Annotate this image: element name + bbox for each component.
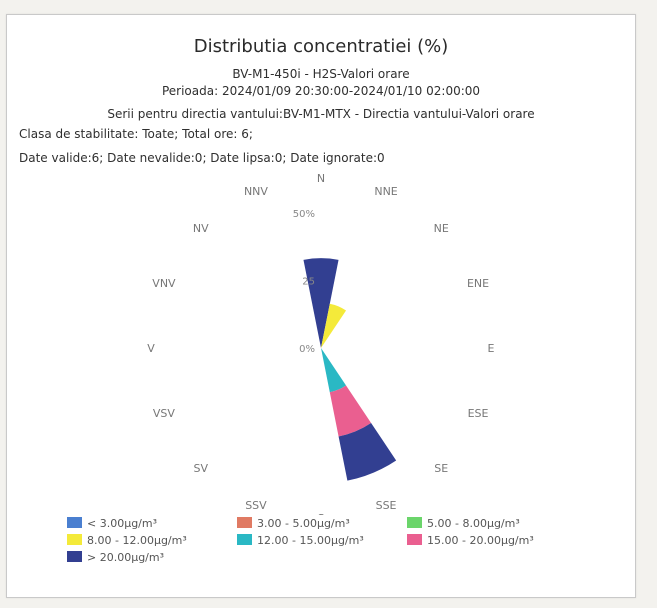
radial-tick-label: 50% [293, 209, 315, 220]
chart-card: Distributia concentratiei (%) BV-M1-450i… [6, 14, 636, 598]
direction-label-n: N [317, 172, 325, 185]
legend-item: 3.00 - 5.00µg/m³ [237, 517, 350, 530]
direction-label-s: S [318, 512, 325, 515]
legend-swatch [67, 534, 82, 545]
direction-label-vsv: VSV [153, 407, 176, 420]
radial-tick-label: 25 [302, 277, 315, 288]
radial-tick-label: 0% [299, 344, 315, 355]
direction-label-se: SE [434, 462, 448, 475]
legend-item: > 20.00µg/m³ [67, 551, 164, 564]
legend-swatch [237, 534, 252, 545]
legend-swatch [67, 517, 82, 528]
sector-nne-series-3 [321, 303, 347, 348]
direction-label-e: E [488, 342, 495, 355]
legend-label: 12.00 - 15.00µg/m³ [257, 534, 364, 547]
sector-sse-series-5 [329, 385, 372, 437]
direction-label-ene: ENE [467, 277, 489, 290]
chart-title: Distributia concentratiei (%) [193, 36, 449, 57]
legend-swatch [67, 551, 82, 562]
legend-label: 15.00 - 20.00µg/m³ [427, 534, 534, 547]
legend-label: > 20.00µg/m³ [87, 551, 165, 564]
direction-label-vnv: VNV [152, 277, 176, 290]
legend-label: 8.00 - 12.00µg/m³ [87, 534, 187, 547]
stability-line: Clasa de stabilitate: Toate; Total ore: … [19, 127, 253, 141]
legend-label: 5.00 - 8.00µg/m³ [427, 517, 520, 530]
validity-line: Date valide:6; Date nevalide:0; Date lip… [19, 151, 385, 165]
direction-label-ne: NE [434, 222, 449, 235]
legend-label: 3.00 - 5.00µg/m³ [257, 517, 350, 530]
wind-rose-chart: N NNE NE ENE E ESE SE SSE S SSV SV VSV V VNV NV NNV 0% 25… [147, 172, 495, 515]
legend-swatch [237, 517, 252, 528]
direction-label-sv: SV [194, 462, 209, 475]
station-line: BV-M1-450i - H2S-Valori orare [232, 67, 410, 81]
legend-item: 5.00 - 8.00µg/m³ [407, 517, 520, 530]
direction-label-nv: NV [193, 222, 209, 235]
legend-swatch [407, 517, 422, 528]
period-line: Perioada: 2024/01/09 20:30:00-2024/01/10… [161, 84, 481, 98]
legend-item: 8.00 - 12.00µg/m³ [67, 534, 187, 547]
legend-item: 15.00 - 20.00µg/m³ [407, 534, 534, 547]
direction-label-nne: NNE [374, 185, 397, 198]
sector-sse-series-6 [338, 422, 397, 481]
direction-label-sse: SSE [376, 499, 397, 512]
sector-sse-series-4 [321, 348, 347, 393]
direction-label-ssv: SSV [245, 499, 267, 512]
direction-label-nnv: NNV [244, 185, 268, 198]
direction-label-ese: ESE [468, 407, 489, 420]
series-line: Serii pentru directia vantului:BV-M1-MTX… [107, 107, 535, 121]
legend-item: 12.00 - 15.00µg/m³ [237, 534, 364, 547]
direction-label-v: V [147, 342, 155, 355]
legend-label: < 3.00µg/m³ [87, 517, 158, 530]
legend-swatch [407, 534, 422, 545]
legend-item: < 3.00µg/m³ [67, 517, 157, 530]
sector-n-series-6 [303, 258, 339, 348]
